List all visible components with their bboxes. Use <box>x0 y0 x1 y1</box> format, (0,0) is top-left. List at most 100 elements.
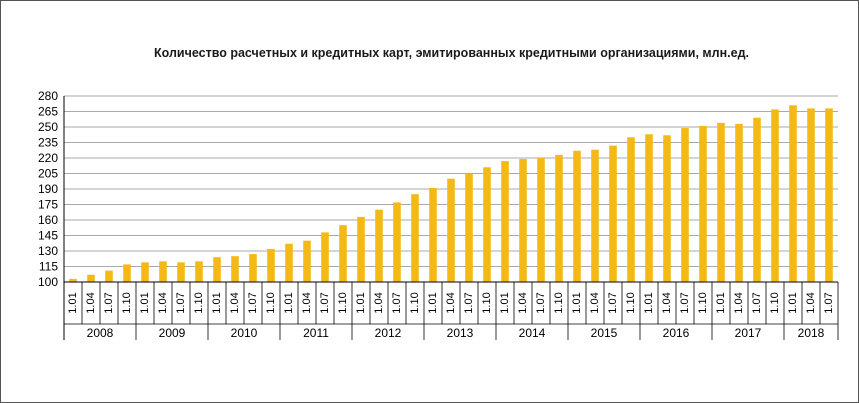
y-tick-label: 220 <box>38 151 58 165</box>
x-tick-label: 1.10 <box>337 292 349 313</box>
bar <box>609 145 617 282</box>
y-tick-label: 250 <box>38 120 58 134</box>
x-tick-label: 1.01 <box>571 292 583 313</box>
year-label: 2013 <box>447 326 474 340</box>
x-tick-label: 1.10 <box>481 292 493 313</box>
y-tick-label: 100 <box>38 275 58 289</box>
x-tick-label: 1.07 <box>751 292 763 313</box>
bar <box>753 117 761 282</box>
bar <box>645 134 653 282</box>
y-tick-label: 280 <box>38 89 58 103</box>
x-tick-label: 1.07 <box>679 292 691 313</box>
bar <box>681 128 689 282</box>
x-tick-label: 1.10 <box>409 292 421 313</box>
x-tick-label: 1.01 <box>715 292 727 313</box>
bar <box>591 149 599 282</box>
bar <box>321 232 329 282</box>
year-label: 2008 <box>87 326 114 340</box>
year-label: 2015 <box>591 326 618 340</box>
x-tick-label: 1.04 <box>445 292 457 313</box>
bar <box>267 248 275 282</box>
bar <box>231 256 239 282</box>
bar <box>735 123 743 283</box>
bar <box>411 194 419 282</box>
bar <box>555 154 563 282</box>
year-label: 2010 <box>231 326 258 340</box>
x-tick-label: 1.04 <box>373 292 385 313</box>
x-tick-label: 1.01 <box>211 292 223 313</box>
bar <box>303 240 311 282</box>
x-tick-label: 1.07 <box>823 292 835 313</box>
bar <box>357 216 365 282</box>
bar <box>123 264 131 282</box>
x-tick-label: 1.01 <box>67 292 79 313</box>
y-tick-label: 265 <box>38 105 58 119</box>
x-tick-label: 1.07 <box>535 292 547 313</box>
y-tick-label: 205 <box>38 167 58 181</box>
x-tick-label: 1.04 <box>229 292 241 313</box>
y-tick-label: 115 <box>39 260 58 274</box>
year-label: 2014 <box>519 326 546 340</box>
y-tick-label: 160 <box>38 213 58 227</box>
x-tick-label: 1.04 <box>301 292 313 313</box>
bar <box>717 122 725 282</box>
x-tick-label: 1.07 <box>607 292 619 313</box>
x-tick-label: 1.04 <box>589 292 601 313</box>
x-tick-label: 1.01 <box>499 292 511 313</box>
x-tick-label: 1.04 <box>517 292 529 313</box>
x-tick-label: 1.04 <box>661 292 673 313</box>
bar <box>249 254 257 282</box>
x-tick-label: 1.10 <box>193 292 205 313</box>
x-tick-label: 1.01 <box>283 292 295 313</box>
year-label: 2009 <box>159 326 186 340</box>
bar <box>87 274 95 282</box>
x-tick-label: 1.10 <box>697 292 709 313</box>
bar <box>573 150 581 282</box>
bar <box>195 261 203 282</box>
y-tick-label: 145 <box>38 229 58 243</box>
x-tick-label: 1.07 <box>175 292 187 313</box>
bar <box>177 262 185 282</box>
x-tick-label: 1.04 <box>85 292 97 313</box>
bar <box>105 270 113 282</box>
x-tick-label: 1.01 <box>139 292 151 313</box>
bar <box>807 108 815 283</box>
bar <box>825 108 833 283</box>
year-label: 2017 <box>735 326 762 340</box>
x-tick-label: 1.01 <box>355 292 367 313</box>
bar <box>465 173 473 282</box>
y-tick-label: 130 <box>38 244 58 258</box>
bar <box>159 261 167 282</box>
y-tick-label: 190 <box>38 182 58 196</box>
bar <box>429 187 437 282</box>
x-tick-label: 1.07 <box>319 292 331 313</box>
y-tick-label: 175 <box>38 198 58 212</box>
bar <box>339 225 347 282</box>
x-tick-label: 1.01 <box>643 292 655 313</box>
bar <box>627 137 635 282</box>
x-tick-label: 1.07 <box>103 292 115 313</box>
x-tick-label: 1.10 <box>553 292 565 313</box>
x-tick-label: 1.10 <box>769 292 781 313</box>
year-label: 2018 <box>798 326 825 340</box>
x-tick-label: 1.01 <box>787 292 799 313</box>
bar <box>375 209 383 282</box>
bar <box>771 109 779 282</box>
chart-title: Количество расчетных и кредитных карт, э… <box>154 46 749 60</box>
x-tick-label: 1.01 <box>427 292 439 313</box>
x-tick-label: 1.07 <box>247 292 259 313</box>
bar <box>447 178 455 282</box>
bar <box>663 135 671 282</box>
bar <box>537 158 545 282</box>
bar <box>213 257 221 282</box>
x-tick-label: 1.07 <box>391 292 403 313</box>
bar <box>519 159 527 282</box>
bar <box>285 243 293 282</box>
x-tick-label: 1.07 <box>463 292 475 313</box>
bar <box>483 167 491 282</box>
x-tick-label: 1.04 <box>157 292 169 313</box>
bar <box>789 105 797 282</box>
y-tick-label: 235 <box>38 136 58 150</box>
x-tick-label: 1.10 <box>121 292 133 313</box>
